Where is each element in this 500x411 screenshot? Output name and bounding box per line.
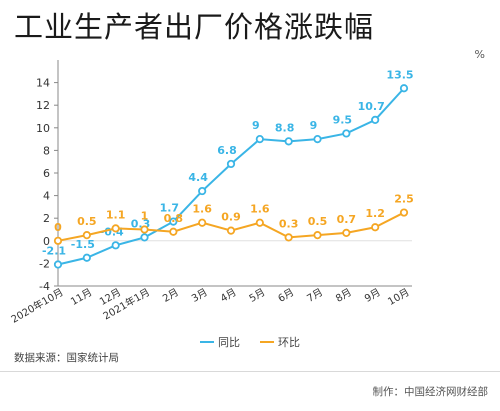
data-point-yoy — [255, 135, 264, 144]
data-point-mom — [371, 223, 380, 232]
data-label-mom: 1.6 — [192, 203, 212, 216]
x-tick-label: 3月 — [189, 286, 209, 305]
data-label-yoy: 13.5 — [386, 68, 413, 81]
data-point-mom — [284, 233, 293, 242]
data-label-yoy: 6.8 — [217, 144, 237, 157]
data-label-yoy: 10.7 — [358, 100, 385, 113]
data-label-mom: 1.2 — [365, 207, 385, 220]
data-label-mom: 0 — [54, 221, 62, 234]
data-point-yoy — [111, 241, 120, 250]
data-point-yoy — [313, 135, 322, 144]
x-tick-label: 2020年10月 — [9, 285, 66, 325]
data-point-mom — [399, 208, 409, 217]
x-tick-label: 7月 — [305, 286, 325, 305]
data-point-mom — [140, 225, 149, 234]
data-label-mom: 0.7 — [337, 213, 357, 226]
data-point-yoy — [169, 217, 178, 226]
data-point-yoy — [226, 159, 236, 169]
data-point-yoy — [140, 233, 149, 242]
x-tick-label: 5月 — [247, 286, 267, 305]
data-point-mom — [111, 224, 120, 233]
data-point-mom — [226, 226, 236, 235]
data-label-yoy: 9.5 — [333, 113, 353, 126]
data-point-yoy — [399, 84, 409, 93]
legend-swatch-mom — [260, 341, 274, 343]
legend-label-mom: 环比 — [278, 336, 300, 349]
data-point-mom — [53, 236, 63, 245]
y-tick-label: -2 — [39, 257, 50, 270]
x-tick-label: 10月 — [386, 286, 412, 308]
chart-title: 工业生产者出厂价格涨跌幅 — [14, 10, 375, 44]
y-tick-label: 12 — [36, 99, 50, 112]
data-point-mom — [342, 228, 351, 237]
data-point-mom — [82, 231, 91, 240]
y-tick-label: 10 — [36, 122, 50, 135]
data-point-mom — [169, 227, 178, 236]
chart-legend: 同比 环比 — [0, 334, 500, 354]
data-label-mom: 0.3 — [279, 217, 299, 230]
legend-label-yoy: 同比 — [218, 336, 240, 349]
data-source: 数据来源：国家统计局 — [14, 352, 119, 364]
data-point-mom — [198, 218, 207, 227]
data-label-mom: 1.1 — [106, 208, 126, 221]
data-point-yoy — [342, 129, 351, 138]
data-label-yoy: 8.8 — [275, 121, 295, 134]
data-point-mom — [313, 231, 322, 240]
data-label-mom: 1.6 — [250, 203, 270, 216]
x-tick-label: 11月 — [69, 286, 95, 308]
y-tick-label: 14 — [36, 77, 50, 90]
y-tick-label: 2 — [43, 212, 50, 225]
credit: 制作：中国经济网财经部 — [372, 386, 489, 398]
data-label-mom: 0.8 — [164, 212, 184, 225]
data-point-yoy — [284, 137, 293, 146]
data-label-yoy: 1.7 — [160, 202, 180, 215]
y-tick-label: 0 — [43, 235, 50, 248]
data-label-mom: 0.5 — [308, 215, 328, 228]
x-tick-label: 2月 — [161, 286, 181, 305]
data-label-mom: 0.5 — [77, 215, 97, 228]
y-tick-label: 6 — [43, 167, 50, 180]
data-point-yoy — [198, 186, 207, 196]
data-point-mom — [255, 218, 264, 227]
y-axis-unit: % — [475, 48, 485, 61]
data-point-yoy — [371, 115, 380, 124]
data-point-yoy — [53, 260, 63, 269]
data-label-yoy: 9 — [310, 119, 318, 132]
data-label-mom: 1 — [141, 210, 149, 223]
x-tick-label: 4月 — [218, 286, 238, 305]
y-tick-label: 4 — [43, 190, 50, 203]
data-label-yoy: 9 — [252, 119, 260, 132]
data-label-mom: 0.9 — [221, 211, 241, 224]
footer-divider — [0, 371, 500, 372]
x-tick-label: 9月 — [362, 286, 382, 305]
data-label-mom: 2.5 — [394, 193, 414, 206]
data-point-yoy — [82, 253, 91, 262]
y-tick-label: 8 — [43, 144, 50, 157]
x-tick-label: 6月 — [276, 286, 296, 305]
data-label-yoy: -1.5 — [71, 238, 95, 251]
x-tick-label: 8月 — [334, 286, 354, 305]
y-tick-label: -4 — [39, 280, 50, 293]
legend-swatch-yoy — [200, 341, 214, 343]
data-label-yoy: 4.4 — [188, 171, 208, 184]
data-label-yoy: -2.1 — [42, 245, 66, 258]
